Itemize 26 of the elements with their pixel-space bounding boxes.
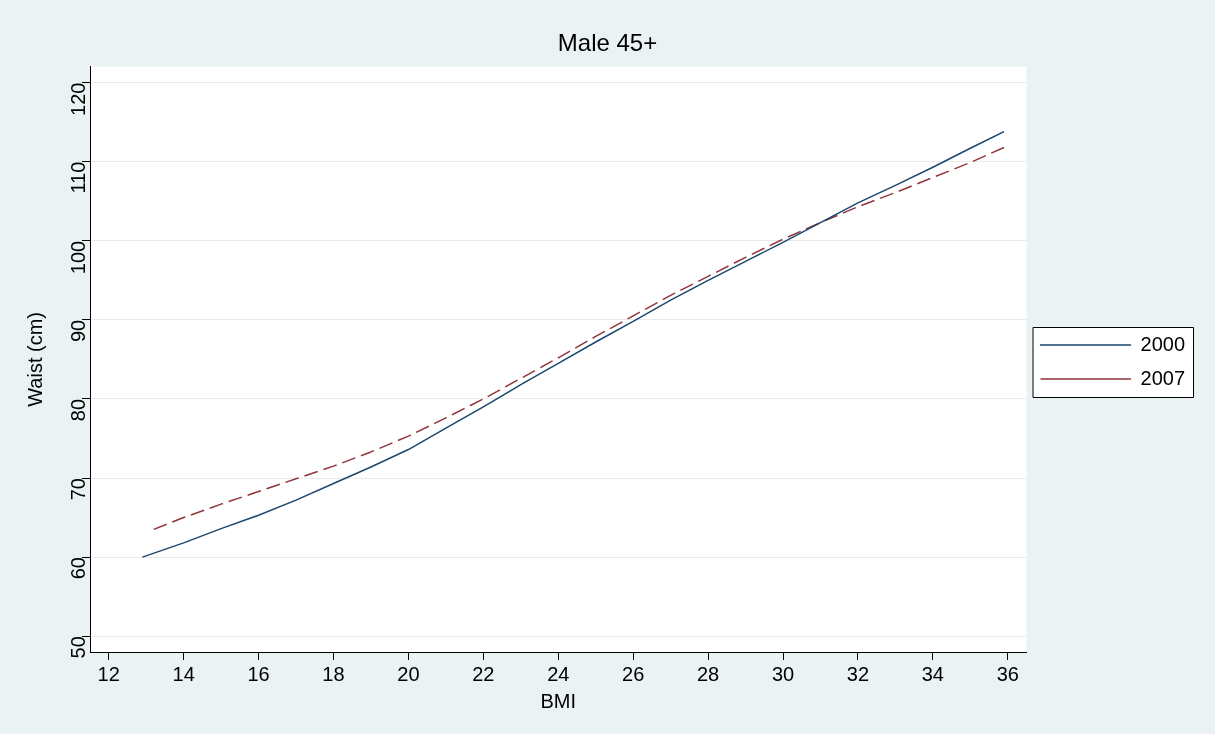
x-tick-label: 18: [322, 662, 345, 685]
y-tick-label: 100: [66, 240, 89, 275]
x-tick-label: 30: [771, 662, 795, 685]
chart-title: Male 45+: [557, 29, 658, 57]
x-tick-label: 12: [97, 662, 120, 685]
y-axis-title: Waist (cm): [23, 312, 46, 407]
y-tick-label: 70: [66, 478, 89, 501]
x-tick-label: 32: [846, 662, 870, 685]
x-tick-label: 16: [247, 662, 270, 685]
y-tick-label: 60: [66, 557, 89, 580]
x-tick-label: 26: [622, 662, 645, 685]
x-axis-title: BMI: [540, 689, 577, 712]
x-tick-label: 24: [547, 662, 570, 685]
x-tick-label: 28: [696, 662, 720, 685]
y-tick-label: 110: [66, 161, 89, 194]
x-tick-label: 20: [397, 662, 420, 685]
y-tick-label: 90: [66, 319, 89, 343]
x-tick-label: 36: [996, 662, 1019, 685]
x-tick-label: 34: [921, 662, 944, 685]
legend-label: 2000: [1140, 332, 1186, 355]
y-tick-label: 120: [66, 82, 89, 116]
x-tick-label: 14: [172, 662, 195, 685]
x-tick-label: 22: [472, 662, 495, 685]
y-tick-label: 50: [66, 636, 89, 659]
y-tick-label: 80: [66, 398, 89, 422]
legend-label: 2007: [1140, 366, 1186, 389]
